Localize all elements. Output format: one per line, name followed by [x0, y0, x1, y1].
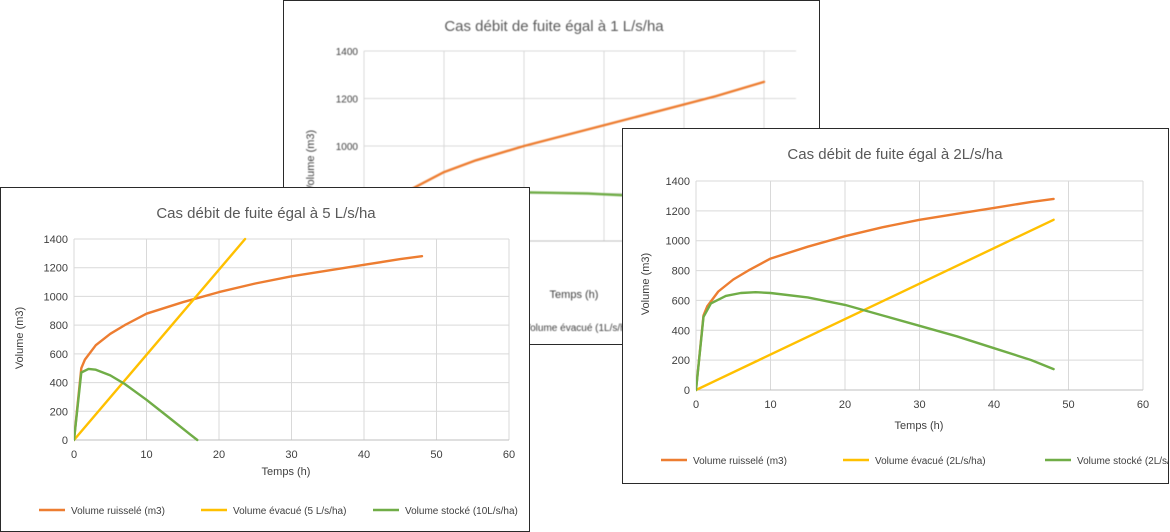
chart-title: Cas débit de fuite égal à 5 L/s/ha [156, 205, 376, 222]
x-tick-label: 30 [285, 449, 297, 461]
series-line-volume-stocke-10l-s-ha [74, 367, 199, 442]
y-tick-label: 800 [50, 320, 68, 332]
y-axis-label: Volume (m3) [640, 253, 652, 315]
legend-label: Volume ruisselé (m3) [71, 506, 165, 517]
legend-label: Volume évacué (1L/s/ha) [524, 323, 635, 334]
x-tick-label: 50 [1062, 399, 1074, 411]
y-tick-label: 0 [62, 435, 68, 447]
x-axis-label: Temps (h) [550, 289, 599, 301]
legend-label: Volume stocké (10L/s/ha) [405, 506, 518, 517]
x-tick-label: 30 [913, 399, 925, 411]
y-tick-label: 1000 [666, 236, 690, 248]
series-line-volume-evacue-2l-s-ha [696, 218, 1055, 392]
y-tick-label: 0 [684, 385, 690, 397]
series-line-volume-evacue-5-l-s-ha [74, 237, 247, 442]
y-tick-label: 200 [672, 355, 690, 367]
x-tick-label: 40 [988, 399, 1000, 411]
legend-label: Volume évacué (5 L/s/ha) [233, 506, 346, 517]
chart-panel-5Ls: Cas débit de fuite égal à 5 L/s/ha 0 200 40… [0, 187, 530, 532]
series-line-volume-ruissele-m3 [696, 197, 1055, 392]
chart-svg-2Ls: Cas débit de fuite égal à 2L/s/ha0200400… [640, 146, 1168, 467]
y-tick-label: 1400 [44, 234, 68, 246]
x-tick-label: 20 [839, 399, 851, 411]
x-tick-label: 10 [140, 449, 152, 461]
y-tick-label: 600 [50, 349, 68, 361]
legend-label: Volume stocké (2L/s/ha) [1077, 456, 1168, 467]
series-line-volume-ruissele-m3 [74, 254, 424, 442]
x-axis-label: Temps (h) [895, 420, 944, 432]
y-axis-label: Volume (m3) [305, 130, 317, 192]
x-tick-label: 40 [358, 449, 370, 461]
y-tick-label: 1400 [666, 176, 690, 188]
y-tick-label: 1200 [336, 95, 359, 106]
y-axis-label: Volume (m3) [14, 307, 26, 369]
x-tick-label: 50 [430, 449, 442, 461]
y-tick-label: 800 [672, 266, 690, 278]
legend-label: Volume évacué (2L/s/ha) [875, 456, 986, 467]
chart-panel-2Ls: Cas débit de fuite égal à 2L/s/ha 0 200 400… [622, 128, 1169, 484]
chart-title: Cas débit de fuite égal à 1 L/s/ha [444, 18, 664, 35]
y-tick-label: 1400 [336, 47, 359, 58]
y-tick-label: 1200 [666, 206, 690, 218]
series-line-volume-stocke-2l-s-ha [696, 290, 1055, 392]
y-tick-label: 400 [672, 325, 690, 337]
y-tick-label: 1000 [336, 142, 359, 153]
x-tick-label: 60 [503, 449, 515, 461]
x-tick-label: 0 [693, 399, 699, 411]
legend-label: Volume ruisselé (m3) [693, 456, 787, 467]
x-tick-label: 10 [764, 399, 776, 411]
y-tick-label: 200 [50, 406, 68, 418]
x-axis-label: Temps (h) [262, 466, 311, 478]
chart-svg-5Ls: Cas débit de fuite égal à 5 L/s/ha020040… [14, 205, 518, 517]
chart-title: Cas débit de fuite égal à 2L/s/ha [787, 146, 1003, 163]
y-tick-label: 400 [50, 378, 68, 390]
y-tick-label: 1200 [44, 263, 68, 275]
y-tick-label: 1000 [44, 291, 68, 303]
y-tick-label: 600 [672, 295, 690, 307]
x-tick-label: 20 [213, 449, 225, 461]
x-tick-label: 60 [1137, 399, 1149, 411]
x-tick-label: 0 [71, 449, 77, 461]
